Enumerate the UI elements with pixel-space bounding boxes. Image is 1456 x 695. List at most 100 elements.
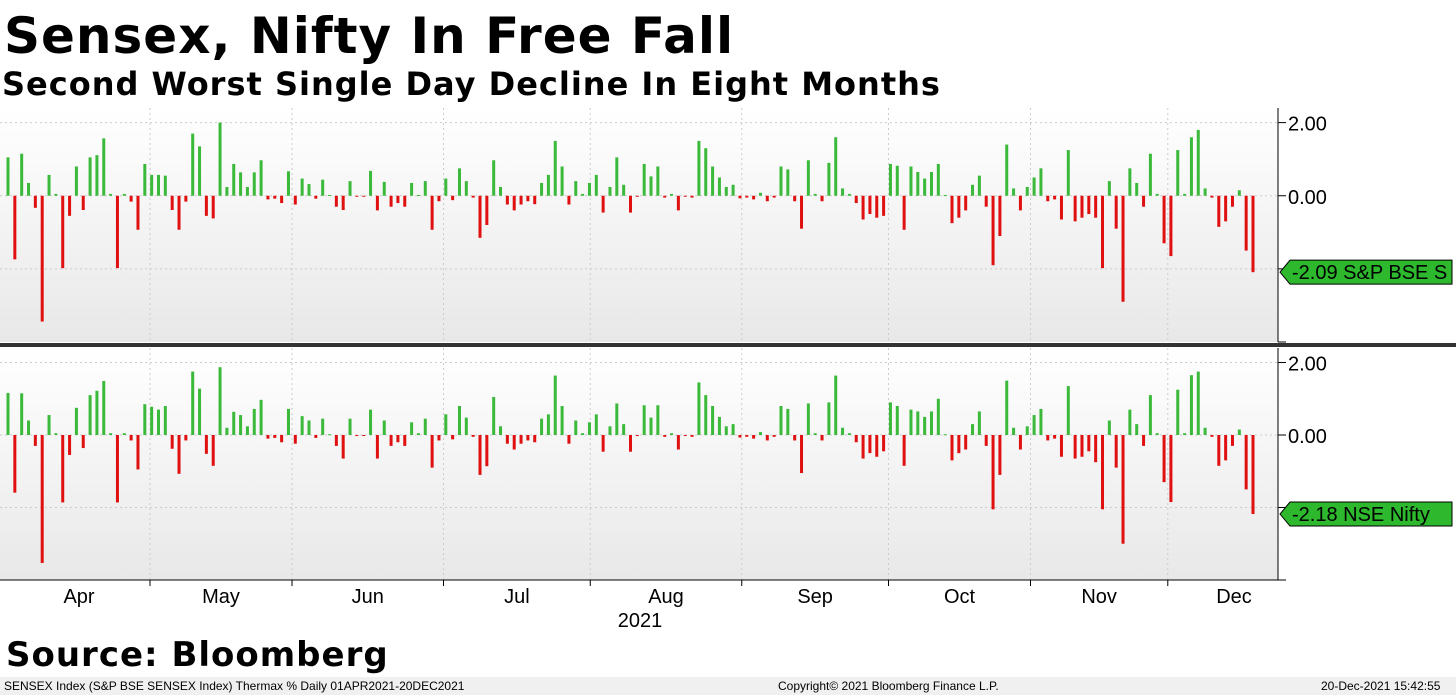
bar: [68, 195, 72, 216]
bar: [717, 416, 721, 436]
bar: [115, 195, 119, 269]
bar: [33, 435, 37, 446]
x-year-label: 2021: [618, 610, 663, 632]
bar: [40, 195, 44, 322]
bar: [902, 195, 906, 230]
bar: [622, 424, 626, 436]
bar: [642, 405, 646, 435]
bar: [239, 415, 243, 435]
bar: [1121, 435, 1125, 544]
bar: [772, 435, 776, 437]
bar: [437, 195, 441, 202]
bar: [765, 195, 769, 202]
bar: [136, 195, 140, 230]
bar: [375, 435, 379, 459]
bar: [505, 195, 509, 205]
bar: [198, 146, 202, 196]
bar: [909, 409, 913, 436]
bar: [1080, 435, 1084, 457]
bar: [109, 433, 113, 435]
bar: [1101, 195, 1105, 269]
bar: [1169, 435, 1173, 503]
x-month-label: Sep: [797, 586, 833, 608]
bar: [328, 195, 332, 197]
bar: [211, 435, 215, 466]
bar: [1155, 193, 1159, 196]
bar: [1189, 137, 1193, 196]
bar: [300, 416, 304, 435]
bar: [765, 435, 769, 441]
bar: [471, 435, 475, 437]
bar: [929, 411, 933, 435]
bar: [198, 388, 202, 435]
bar: [61, 435, 65, 503]
bar: [150, 174, 154, 196]
chart-title: Sensex, Nifty In Free Fall: [4, 7, 735, 65]
panel-divider: [0, 343, 1456, 347]
footer-bar: SENSEX Index (S&P BSE SENSEX Index) Ther…: [0, 677, 1456, 695]
bar: [369, 170, 373, 196]
bar: [13, 195, 17, 260]
bar: [1018, 435, 1022, 450]
x-month-label: Apr: [63, 586, 94, 608]
bar: [936, 398, 940, 435]
bar: [218, 367, 222, 435]
bar: [1121, 195, 1125, 302]
bar: [704, 148, 708, 196]
bar: [170, 195, 174, 211]
bar: [793, 195, 797, 202]
bar: [676, 195, 680, 211]
bar: [341, 435, 345, 459]
y-tick-label: 2.00: [1288, 114, 1327, 136]
bar: [1012, 427, 1016, 435]
bar: [184, 195, 188, 202]
bar: [868, 435, 872, 454]
bar: [882, 195, 886, 216]
bar: [1080, 195, 1084, 218]
bar: [779, 166, 783, 196]
bar: [916, 411, 920, 435]
bar: [567, 195, 571, 205]
bar: [553, 375, 557, 435]
bar: [102, 138, 106, 196]
bar: [362, 435, 366, 436]
bar: [293, 435, 297, 444]
bar: [163, 175, 167, 196]
bar: [827, 162, 831, 196]
bar: [334, 435, 338, 446]
bar: [348, 418, 352, 435]
bar: [977, 175, 981, 196]
bar: [362, 195, 366, 197]
bar: [1053, 435, 1057, 439]
bar: [724, 186, 728, 196]
bar: [704, 395, 708, 436]
bar: [307, 420, 311, 435]
bar: [68, 435, 72, 455]
bar: [1203, 188, 1207, 196]
bar: [177, 435, 181, 474]
bar: [389, 195, 393, 207]
bar: [1203, 427, 1207, 435]
bar: [314, 435, 318, 438]
bar: [861, 195, 865, 220]
bar: [1217, 195, 1221, 227]
bar: [745, 195, 749, 198]
bar: [280, 195, 284, 204]
bar: [334, 195, 338, 207]
bar: [444, 414, 448, 435]
bar: [540, 418, 544, 435]
bar: [1039, 408, 1043, 435]
bar: [1142, 435, 1146, 446]
bar: [396, 195, 400, 204]
chart-subtitle: Second Worst Single Day Decline In Eight…: [2, 65, 941, 103]
bar: [239, 172, 243, 196]
footer-timestamp: 20-Dec-2021 15:42:55: [1321, 679, 1441, 693]
bar: [916, 171, 920, 196]
bar: [786, 169, 790, 196]
x-month-label: Aug: [648, 586, 684, 608]
bar: [834, 137, 838, 196]
bar: [594, 414, 598, 435]
bar: [977, 411, 981, 435]
bar: [88, 157, 92, 196]
last-value-tag-shape: [1279, 259, 1453, 285]
